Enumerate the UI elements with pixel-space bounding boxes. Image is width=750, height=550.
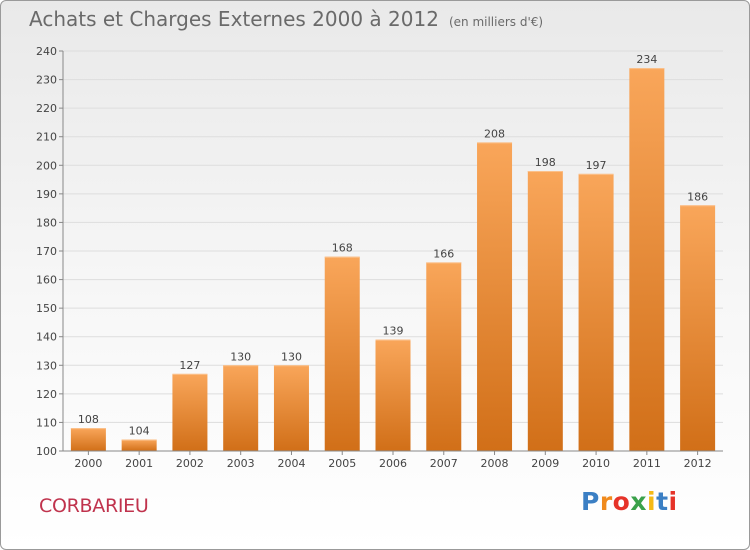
x-tick-label: 2002 bbox=[176, 457, 204, 470]
data-label: 208 bbox=[484, 127, 505, 140]
bar bbox=[324, 256, 360, 451]
bar bbox=[121, 439, 157, 451]
y-tick-label: 160 bbox=[36, 274, 57, 287]
bar bbox=[223, 365, 259, 451]
data-label: 130 bbox=[281, 350, 302, 363]
x-tick-label: 2003 bbox=[227, 457, 255, 470]
proxiti-logo: Proxiti bbox=[581, 487, 678, 516]
x-tick-label: 2008 bbox=[481, 457, 509, 470]
bar bbox=[578, 173, 614, 451]
logo-letter: i bbox=[647, 487, 657, 516]
bar bbox=[273, 365, 309, 451]
unit-label: (en milliers d'€) bbox=[448, 15, 544, 29]
logo-letter: o bbox=[612, 487, 631, 516]
bar bbox=[527, 171, 563, 451]
y-tick-label: 130 bbox=[36, 359, 57, 372]
data-label: 198 bbox=[535, 156, 556, 169]
data-label: 186 bbox=[687, 190, 708, 203]
place-name: CORBARIEU bbox=[39, 495, 149, 517]
y-tick-label: 120 bbox=[36, 388, 57, 401]
y-tick-label: 110 bbox=[36, 416, 57, 429]
bar bbox=[375, 339, 411, 451]
y-tick-label: 200 bbox=[36, 159, 57, 172]
x-tick-label: 2001 bbox=[125, 457, 153, 470]
x-tick-label: 2012 bbox=[684, 457, 712, 470]
y-tick-label: 170 bbox=[36, 245, 57, 258]
y-tick-label: 190 bbox=[36, 188, 57, 201]
y-tick-label: 240 bbox=[36, 45, 57, 58]
y-tick-label: 180 bbox=[36, 216, 57, 229]
logo-letter: P bbox=[581, 487, 600, 516]
y-tick-label: 150 bbox=[36, 302, 57, 315]
x-tick-label: 2009 bbox=[531, 457, 559, 470]
data-label: 234 bbox=[636, 53, 657, 66]
y-tick-label: 230 bbox=[36, 74, 57, 87]
x-tick-label: 2000 bbox=[74, 457, 102, 470]
x-tick-label: 2006 bbox=[379, 457, 407, 470]
bar bbox=[70, 428, 106, 451]
x-tick-label: 2007 bbox=[430, 457, 458, 470]
logo-letter: r bbox=[599, 487, 613, 516]
bar bbox=[680, 205, 716, 451]
data-label: 166 bbox=[433, 247, 454, 260]
logo-letter: x bbox=[630, 487, 647, 516]
bar bbox=[172, 373, 208, 451]
bar bbox=[477, 142, 513, 451]
data-label: 108 bbox=[78, 413, 99, 426]
x-tick-label: 2011 bbox=[633, 457, 661, 470]
chart-title: Achats et Charges Externes 2000 à 2012 (e… bbox=[29, 7, 544, 31]
data-label: 130 bbox=[230, 350, 251, 363]
data-label: 197 bbox=[586, 159, 607, 172]
y-tick-label: 100 bbox=[36, 445, 57, 458]
data-label: 139 bbox=[383, 325, 404, 338]
y-tick-label: 210 bbox=[36, 131, 57, 144]
bar bbox=[629, 68, 665, 452]
y-tick-label: 220 bbox=[36, 102, 57, 115]
logo-letter: i bbox=[668, 487, 678, 516]
data-label: 168 bbox=[332, 242, 353, 255]
logo-letter: t bbox=[656, 487, 669, 516]
x-tick-label: 2010 bbox=[582, 457, 610, 470]
data-label: 127 bbox=[179, 359, 200, 372]
data-label: 104 bbox=[129, 425, 150, 438]
y-tick-label: 140 bbox=[36, 331, 57, 344]
bar bbox=[426, 262, 462, 451]
x-tick-label: 2004 bbox=[277, 457, 305, 470]
x-tick-label: 2005 bbox=[328, 457, 356, 470]
